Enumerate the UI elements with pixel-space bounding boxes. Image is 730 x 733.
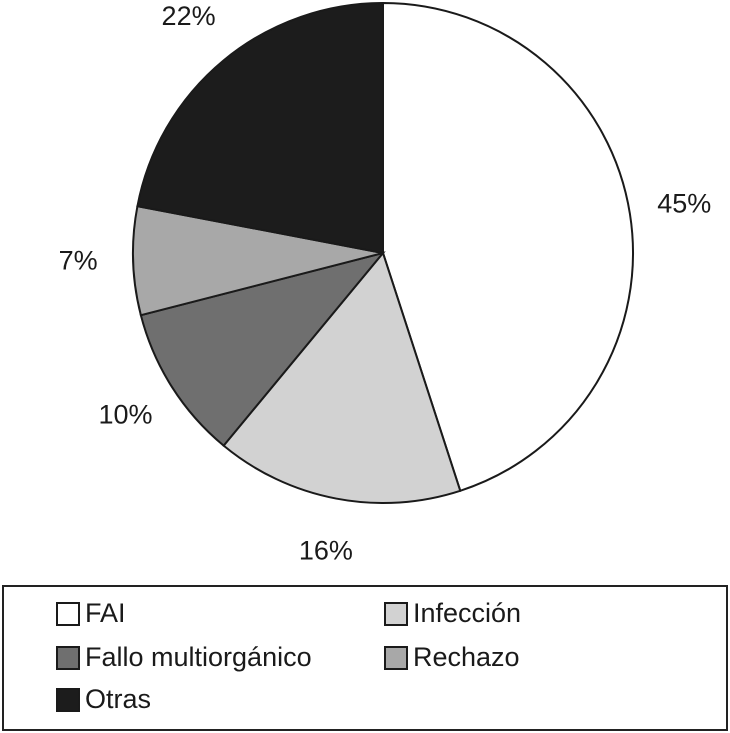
legend-swatch [384,602,408,626]
legend-label: Infección [413,598,521,628]
data-label: 10% [98,400,152,430]
legend-swatch [384,646,408,670]
pie-slice [222,250,462,504]
legend-box [2,585,728,731]
pie-slice [132,204,384,317]
legend-label: Rechazo [413,642,520,672]
legend-label: Fallo multiorgánico [85,642,312,672]
legend-swatch [56,646,80,670]
legend-swatch [56,688,80,712]
data-label: 7% [59,246,98,276]
data-label: 45% [657,188,711,218]
legend-swatch [56,602,80,626]
data-label: 16% [299,536,353,566]
legend-label: Otras [85,684,151,714]
pie-slice [382,1,634,493]
data-label: 22% [162,1,216,31]
pie-slice [139,251,386,448]
legend-label: FAI [85,598,126,628]
pie-slice [136,1,384,255]
